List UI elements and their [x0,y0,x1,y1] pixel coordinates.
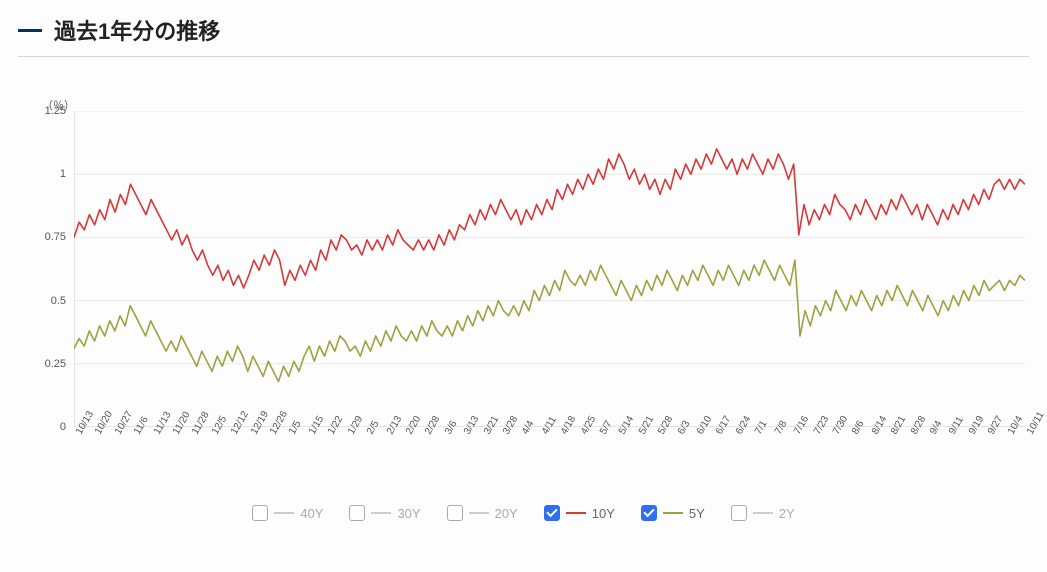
chart-legend: 40Y 30Y 20Y 10Y 5Y 2Y [0,505,1047,521]
legend-checkbox[interactable] [641,505,657,521]
legend-item-20y[interactable]: 20Y [447,505,518,521]
legend-label: 5Y [689,506,705,521]
plot-area [74,111,1025,427]
y-tick-label: 0.75 [26,231,66,243]
legend-color-line [371,512,391,514]
legend-color-line [663,512,683,514]
legend-checkbox[interactable] [544,505,560,521]
y-tick-label: 0.5 [26,295,66,307]
y-tick-label: 1 [26,168,66,180]
legend-color-line [469,512,489,514]
legend-item-5y[interactable]: 5Y [641,505,705,521]
legend-color-line [566,512,586,514]
legend-label: 10Y [592,506,615,521]
x-tick-label: 10/11 [1025,410,1047,437]
legend-checkbox[interactable] [447,505,463,521]
legend-label: 30Y [397,506,420,521]
y-tick-label: 1.25 [26,105,66,117]
page-title: 過去1年分の推移 [54,14,220,46]
legend-item-2y[interactable]: 2Y [731,505,795,521]
chart-svg [74,111,1025,427]
y-tick-label: 0.25 [26,358,66,370]
legend-checkbox[interactable] [252,505,268,521]
legend-checkbox[interactable] [349,505,365,521]
chart-container: （％） 10/1310/2010/2711/611/1311/2011/2812… [18,111,1029,471]
series-line [74,149,1025,288]
y-tick-label: 0 [26,421,66,433]
x-axis-labels: 10/1310/2010/2711/611/1311/2011/2812/512… [74,427,1025,471]
legend-label: 2Y [779,506,795,521]
header-divider [18,56,1029,57]
legend-label: 20Y [495,506,518,521]
legend-label: 40Y [300,506,323,521]
title-accent-dash [18,29,42,32]
legend-color-line [274,512,294,514]
header: 過去1年分の推移 [0,0,1047,56]
legend-item-10y[interactable]: 10Y [544,505,615,521]
legend-color-line [753,512,773,514]
legend-item-30y[interactable]: 30Y [349,505,420,521]
legend-checkbox[interactable] [731,505,747,521]
legend-item-40y[interactable]: 40Y [252,505,323,521]
